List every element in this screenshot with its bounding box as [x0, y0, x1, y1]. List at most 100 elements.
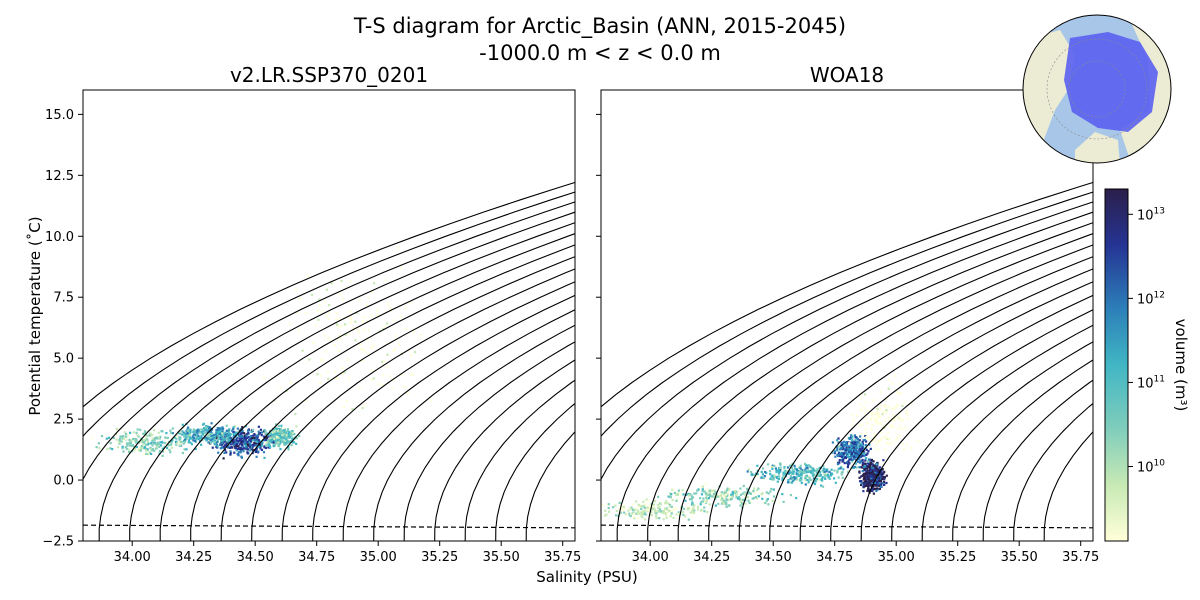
volume-cell: [265, 436, 268, 439]
volume-cell: [327, 311, 330, 314]
volume-cell: [224, 449, 227, 452]
volume-cell: [861, 423, 864, 426]
volume-cell: [230, 445, 233, 449]
volume-cell: [859, 433, 863, 436]
volume-cell: [275, 427, 278, 431]
volume-cell: [800, 469, 803, 472]
volume-cell: [280, 424, 283, 427]
volume-cell: [754, 472, 758, 475]
volume-cell: [248, 445, 252, 448]
volume-cell: [124, 446, 127, 449]
volume-cell: [747, 490, 750, 494]
volume-cell: [702, 497, 705, 500]
volume-cell: [898, 433, 901, 437]
volume-cell: [207, 441, 210, 444]
y-tick-label: 5.0: [53, 352, 74, 367]
volume-cell: [883, 434, 886, 438]
volume-cell: [678, 512, 681, 515]
volume-cell: [186, 432, 189, 435]
volume-cell: [852, 446, 855, 449]
volume-cell: [652, 504, 655, 508]
volume-cell: [746, 487, 749, 490]
volume-cell: [250, 440, 253, 443]
volume-cell: [899, 392, 902, 395]
volume-cell: [211, 436, 214, 439]
volume-cell: [668, 505, 671, 508]
volume-cell: [226, 445, 229, 448]
volume-cell: [850, 446, 853, 449]
volume-cell: [301, 349, 304, 352]
volume-cell: [851, 414, 854, 417]
volume-cell: [691, 503, 694, 506]
volume-cell: [809, 465, 812, 468]
volume-cell: [282, 426, 285, 430]
volume-cell: [670, 510, 673, 513]
density-contour-line: [738, 256, 1093, 541]
volume-cell: [180, 440, 183, 444]
volume-cell: [864, 434, 867, 437]
volume-cell: [860, 403, 863, 406]
figure-title-line-2: -1000.0 m < z < 0.0 m: [479, 41, 721, 65]
volume-cell: [709, 495, 712, 498]
volume-cell: [354, 320, 357, 323]
volume-cell: [279, 434, 282, 437]
volume-cell: [245, 447, 248, 450]
volume-cell: [386, 365, 389, 368]
volume-cell: [852, 449, 855, 453]
density-contour-line: [601, 181, 1093, 408]
volume-cell: [871, 470, 875, 473]
volume-cell: [812, 477, 816, 480]
volume-cell: [864, 459, 867, 462]
volume-cell: [260, 434, 263, 437]
volume-cell: [875, 417, 878, 420]
volume-cell: [851, 423, 854, 426]
volume-cell: [756, 473, 759, 476]
volume-cell: [622, 505, 625, 509]
volume-cell: [226, 440, 229, 443]
volume-cell: [277, 441, 280, 444]
volume-cell: [852, 457, 855, 460]
volume-cell: [672, 487, 675, 490]
volume-cell: [706, 511, 709, 514]
volume-cell: [210, 434, 213, 437]
volume-cell: [157, 431, 160, 434]
volume-cell: [872, 460, 875, 463]
volume-cell: [642, 504, 645, 507]
volume-cell: [623, 507, 626, 510]
volume-cell: [213, 440, 216, 444]
volume-cell: [236, 441, 239, 444]
volume-cell: [871, 487, 874, 490]
volume-cell: [632, 503, 635, 506]
volume-cell: [206, 435, 209, 438]
volume-cell: [781, 493, 784, 496]
volume-cell: [257, 440, 260, 444]
volume-cell: [291, 440, 294, 443]
volume-cell: [863, 406, 866, 409]
volume-cell: [712, 493, 716, 496]
volume-cell: [188, 437, 192, 440]
volume-cell: [337, 349, 340, 353]
density-contour-line: [312, 294, 575, 541]
volume-cell: [897, 403, 900, 406]
volume-cell: [904, 426, 907, 429]
volume-cell: [805, 466, 808, 469]
volume-cell: [222, 439, 225, 442]
volume-cell: [257, 430, 260, 433]
volume-cell: [299, 297, 302, 300]
volume-cell: [220, 446, 224, 449]
volume-cell: [817, 470, 820, 473]
volume-cell: [836, 471, 839, 474]
volume-cell: [894, 374, 897, 377]
volume-cell: [202, 422, 205, 425]
volume-cell: [764, 470, 767, 474]
volume-cell: [811, 471, 814, 474]
volume-cell: [268, 441, 271, 445]
volume-cell: [340, 279, 343, 283]
volume-cell: [875, 467, 878, 470]
volume-cell: [269, 432, 272, 435]
volume-cell: [195, 436, 198, 439]
volume-cell: [106, 448, 109, 451]
volume-cell: [223, 436, 226, 439]
volume-cell: [839, 453, 842, 456]
volume-cell: [305, 399, 308, 402]
